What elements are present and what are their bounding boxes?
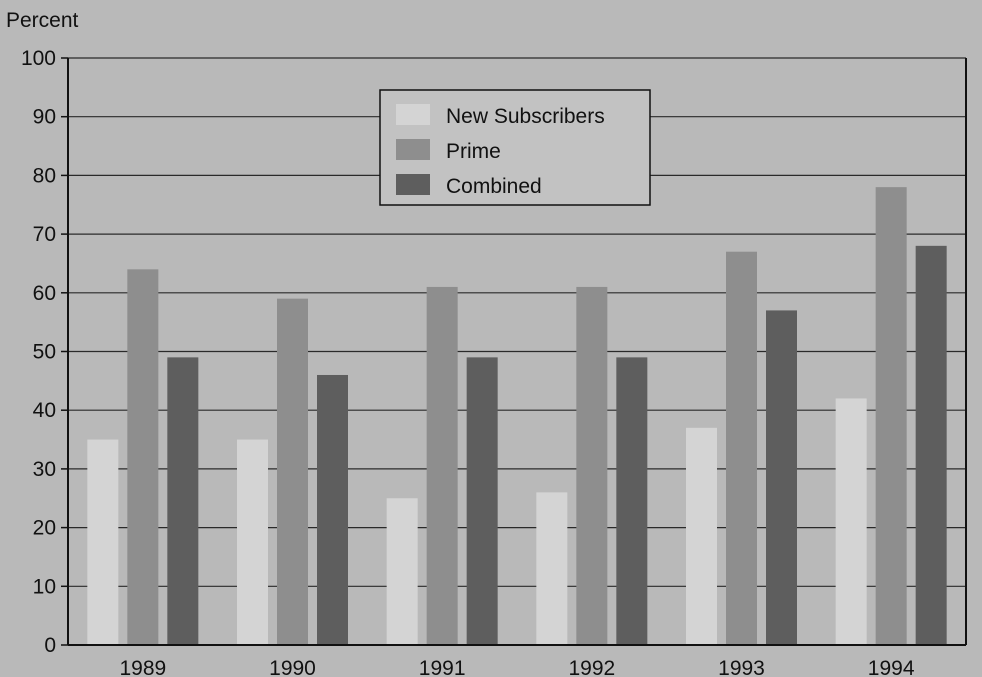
bar-combined-1989 — [167, 357, 199, 645]
axes — [67, 58, 967, 646]
bar-new-subscribers-1989 — [87, 439, 119, 645]
y-tick-label: 80 — [33, 164, 56, 187]
gridlines — [61, 57, 966, 646]
legend-swatch-combined — [396, 174, 430, 195]
legend-label: New Subscribers — [446, 105, 605, 128]
bar-combined-1992 — [616, 357, 648, 645]
bar-prime-1991 — [426, 286, 458, 645]
y-tick-label: 100 — [21, 47, 56, 70]
y-tick-label: 50 — [33, 341, 56, 364]
legend: New Subscribers Prime Combined — [379, 89, 651, 206]
bar-prime-1992 — [576, 286, 608, 645]
bar-combined-1990 — [317, 374, 348, 645]
bars — [87, 187, 947, 645]
y-tick-label: 0 — [44, 634, 56, 657]
x-tick-label: 1994 — [868, 657, 915, 677]
x-tick-label: 1990 — [269, 657, 316, 677]
bar-combined-1991 — [466, 357, 498, 645]
y-tick-label: 70 — [33, 223, 56, 246]
y-tick-labels: 0 10 20 30 40 50 60 70 80 90 100 — [21, 47, 56, 657]
bar-new-subscribers-1990 — [237, 439, 268, 645]
legend-swatch-prime — [396, 139, 430, 160]
legend-label: Combined — [446, 175, 542, 198]
y-tick-label: 60 — [33, 282, 56, 305]
x-tick-label: 1991 — [419, 657, 466, 677]
y-tick-label: 20 — [33, 517, 56, 540]
bar-combined-1993 — [766, 310, 797, 645]
bar-combined-1994 — [915, 245, 947, 645]
bar-new-subscribers-1992 — [536, 492, 568, 645]
bar-prime-1994 — [875, 187, 907, 645]
legend-label: Prime — [446, 140, 501, 163]
y-tick-label: 10 — [33, 575, 56, 598]
y-axis-title: Percent — [6, 9, 79, 32]
bar-prime-1990 — [277, 298, 308, 645]
x-tick-label: 1992 — [568, 657, 615, 677]
x-tick-labels: 1989 1990 1991 1992 1993 1994 — [119, 657, 914, 677]
bar-new-subscribers-1993 — [686, 427, 717, 645]
bar-new-subscribers-1994 — [835, 398, 867, 645]
bar-prime-1993 — [726, 251, 757, 645]
x-tick-label: 1993 — [718, 657, 765, 677]
y-tick-label: 90 — [33, 106, 56, 129]
bar-prime-1989 — [127, 269, 159, 645]
bar-new-subscribers-1991 — [386, 498, 418, 645]
legend-swatch-new-subscribers — [396, 104, 430, 125]
x-tick-label: 1989 — [119, 657, 166, 677]
y-tick-label: 30 — [33, 458, 56, 481]
y-tick-label: 40 — [33, 399, 56, 422]
legend-items: New Subscribers Prime Combined — [396, 104, 605, 198]
